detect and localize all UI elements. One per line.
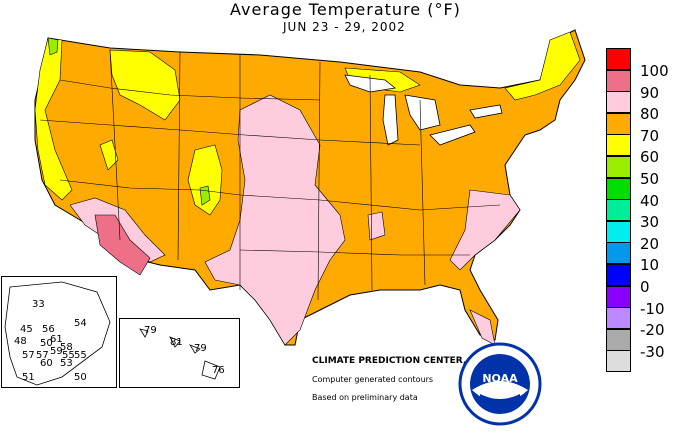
legend-swatch xyxy=(606,48,631,70)
nevada-yellow xyxy=(99,139,119,171)
map-title: Average Temperature (°F) xyxy=(230,0,461,19)
alaska-value: 56 xyxy=(42,324,55,335)
alaska-value: 50 xyxy=(74,372,87,383)
legend-label: 90 xyxy=(640,83,660,102)
legend-swatch xyxy=(606,242,631,265)
map-subtitle: JUN 23 - 29, 2002 xyxy=(283,20,406,34)
alaska-inset: 33 56 45 54 61 58 48 50 59 57 55 57 55 60 53 51 50 xyxy=(1,276,117,388)
lake-ontario xyxy=(469,104,503,119)
credit-line1: Computer generated contours xyxy=(312,375,434,384)
alaska-value: 57 xyxy=(36,350,49,361)
legend-swatch xyxy=(606,350,631,373)
legend-swatch xyxy=(606,177,631,200)
legend-swatch xyxy=(606,199,631,222)
hawaii-value: 76 xyxy=(212,365,225,376)
alaska-value: 59 xyxy=(50,346,63,357)
legend-swatch xyxy=(606,69,631,92)
legend-label: -30 xyxy=(640,342,665,361)
alaska-value: 55 xyxy=(62,350,75,361)
legend-swatch xyxy=(606,285,631,308)
legend-swatch xyxy=(606,264,631,286)
lake-michigan xyxy=(382,94,399,146)
colorado-yellow xyxy=(187,144,223,216)
legend-swatch xyxy=(606,91,631,114)
alaska-value: 48 xyxy=(14,336,27,347)
legend-label: 40 xyxy=(640,191,660,210)
west-coast-yellow xyxy=(34,37,73,201)
alaska-value: 50 xyxy=(40,338,53,349)
alaska-shape xyxy=(4,281,111,386)
tennessee-pink xyxy=(367,211,386,241)
legend-swatch xyxy=(606,112,631,135)
hawaii-value: 79 xyxy=(144,325,157,336)
legend-label: -10 xyxy=(640,299,665,318)
alaska-value: 55 xyxy=(74,350,87,361)
southeast-pink xyxy=(449,189,521,271)
alaska-value: 45 xyxy=(20,324,33,335)
hawaii-inset: 79 81 79 76 xyxy=(119,318,240,388)
legend-swatch xyxy=(606,134,631,157)
legend-label: 50 xyxy=(640,170,660,188)
alaska-value: 57 xyxy=(22,350,35,361)
hawaii-value: 79 xyxy=(194,343,207,354)
legend-label: 0 xyxy=(640,278,650,296)
legend-label: -20 xyxy=(640,321,665,340)
legend-label: 20 xyxy=(640,234,660,253)
alaska-value: 54 xyxy=(74,318,87,329)
legend-label: 70 xyxy=(640,126,660,145)
legend-label: 10 xyxy=(640,256,660,275)
legend-label: 80 xyxy=(640,105,660,124)
state-lines xyxy=(39,49,501,301)
hawaii-value: 81 xyxy=(170,337,183,348)
northeast-yellow xyxy=(504,31,581,101)
legend-label: 100 xyxy=(640,62,669,80)
washington-green xyxy=(47,37,59,56)
legend-swatch xyxy=(606,328,631,351)
legend-label: 30 xyxy=(640,213,660,232)
alaska-value: 61 xyxy=(50,334,63,345)
southwest-hot xyxy=(94,214,151,276)
alaska-value: 58 xyxy=(60,342,73,353)
rockies-yellow xyxy=(109,49,181,121)
alaska-value: 60 xyxy=(40,358,53,369)
alaska-value: 53 xyxy=(60,358,73,369)
alaska-value: 51 xyxy=(22,372,35,383)
legend-swatch xyxy=(606,156,631,178)
legend-swatch xyxy=(606,220,631,243)
lake-huron xyxy=(404,94,441,131)
noaa-logo-text: NOAA xyxy=(482,372,518,385)
hawaii-shape xyxy=(139,328,221,380)
lake-erie xyxy=(429,124,476,146)
legend-label: 60 xyxy=(640,148,660,167)
credit-line2: Based on preliminary data xyxy=(312,393,418,402)
noaa-logo: NOAA xyxy=(458,342,542,426)
legend-swatch xyxy=(606,307,631,330)
credit-center: CLIMATE PREDICTION CENTER, NOAA xyxy=(312,356,499,366)
alaska-value: 33 xyxy=(32,299,45,310)
